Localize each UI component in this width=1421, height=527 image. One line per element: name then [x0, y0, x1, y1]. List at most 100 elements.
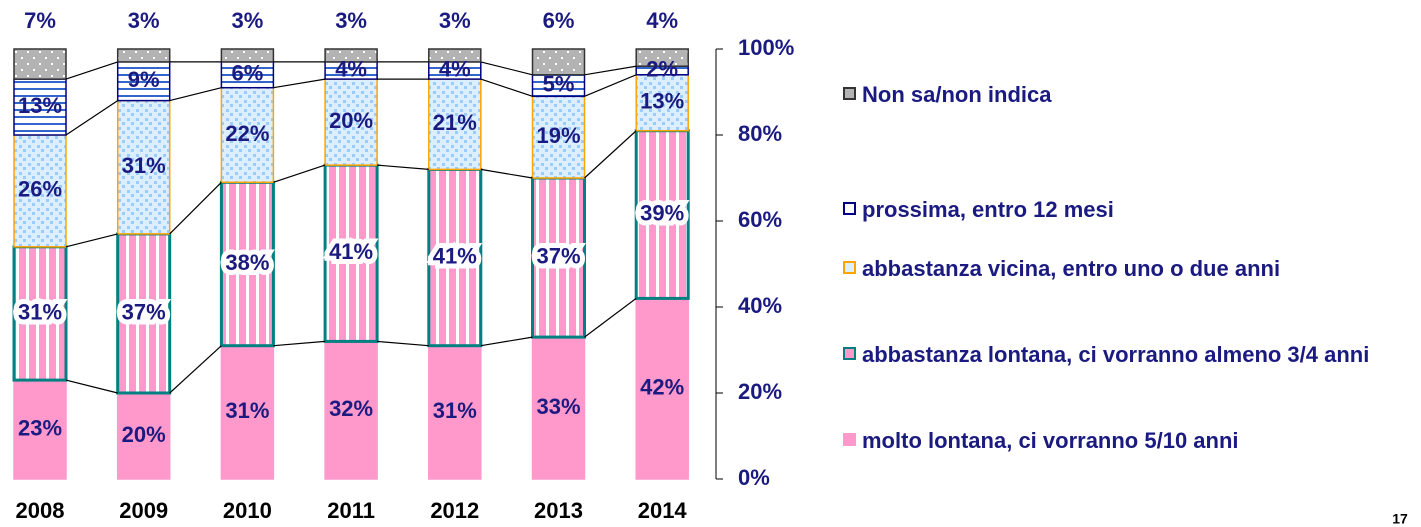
- data-label: 26%: [18, 177, 62, 202]
- y-tick-label: 60%: [738, 207, 782, 232]
- data-label: 31%: [18, 299, 62, 324]
- connector-line: [273, 340, 326, 347]
- bar-segment: [427, 167, 483, 348]
- bar-segment: [13, 78, 67, 136]
- connector-line: [584, 297, 637, 338]
- bar-segment: [635, 297, 689, 480]
- x-tick-label: 2014: [638, 498, 688, 523]
- data-label: 4%: [646, 8, 678, 33]
- bar-segment: [220, 61, 275, 89]
- bar-segment: [428, 78, 482, 171]
- legend-swatch: [843, 202, 856, 215]
- x-tick-label: 2010: [223, 498, 272, 523]
- connector-line: [584, 65, 637, 76]
- data-label: 42%: [640, 375, 684, 400]
- bar-segment: [635, 48, 689, 67]
- x-tick-label: 2011: [327, 498, 375, 523]
- data-label: 4%: [439, 56, 471, 81]
- y-tick-label: 80%: [738, 121, 782, 146]
- data-label: 41%: [329, 239, 373, 264]
- data-label: 20%: [329, 108, 373, 133]
- connector-line: [65, 233, 118, 248]
- data-label: 7%: [24, 8, 56, 33]
- legend-label: abbastanza lontana, ci vorranno almeno 3…: [862, 342, 1370, 367]
- legend-item: Non sa/non indica: [843, 82, 1413, 108]
- bar-segment: [220, 86, 275, 184]
- legend-label: Non sa/non indica: [862, 82, 1052, 107]
- connector-line: [480, 78, 533, 97]
- data-label: 39%: [640, 200, 684, 225]
- data-label: 6%: [232, 61, 264, 86]
- connector-line: [377, 164, 429, 170]
- legend-label: molto lontana, ci vorranno 5/10 anni: [862, 428, 1239, 453]
- data-label: 9%: [128, 67, 160, 92]
- data-label: 21%: [433, 110, 477, 135]
- connector-line: [65, 379, 118, 394]
- connector-line: [169, 345, 222, 394]
- connector-line: [480, 168, 533, 179]
- legend-swatch: [843, 87, 856, 100]
- data-label: 5%: [543, 71, 575, 96]
- connector-line: [584, 74, 637, 97]
- data-label: 13%: [18, 93, 62, 118]
- bar-segment: [220, 48, 275, 63]
- bar-segment: [635, 74, 689, 132]
- y-tick-label: 0%: [738, 465, 770, 490]
- data-label: 38%: [225, 250, 269, 275]
- data-label: 31%: [122, 153, 166, 178]
- legend-label: abbastanza vicina, entro uno o due anni: [862, 256, 1281, 281]
- bar-segment: [13, 134, 67, 248]
- bar-segment: [531, 336, 586, 480]
- data-label: 3%: [335, 8, 367, 33]
- connector-line: [480, 336, 533, 347]
- data-label: 2%: [646, 56, 678, 81]
- data-label: 33%: [536, 394, 580, 419]
- legend-item: abbastanza lontana, ci vorranno almeno 3…: [843, 342, 1413, 368]
- data-label: 31%: [433, 398, 477, 423]
- data-label: 32%: [329, 396, 373, 421]
- data-label: 3%: [439, 8, 471, 33]
- legend-item: prossima, entro 12 mesi: [843, 197, 1413, 223]
- connector-line: [584, 130, 637, 179]
- data-label: 22%: [225, 121, 269, 146]
- data-label: 37%: [122, 299, 166, 324]
- data-label: 6%: [543, 8, 575, 33]
- bar-segment: [219, 180, 275, 348]
- bar-segment: [116, 232, 172, 395]
- connector-line: [65, 61, 118, 80]
- bar-segment: [428, 48, 482, 63]
- page-number: 17: [1392, 511, 1408, 527]
- legend-label: prossima, entro 12 mesi: [862, 197, 1114, 222]
- legend-swatch: [843, 261, 856, 274]
- connector-line: [377, 340, 429, 347]
- connector-line: [65, 100, 119, 136]
- legend-swatch: [843, 433, 856, 446]
- data-label: 3%: [232, 8, 264, 33]
- y-tick-label: 100%: [738, 35, 794, 60]
- y-tick-label: 20%: [738, 379, 782, 404]
- data-label: 4%: [335, 56, 367, 81]
- bar-segment: [531, 48, 586, 76]
- bar-segment: [220, 344, 275, 480]
- connector-line: [273, 164, 326, 183]
- x-tick-label: 2013: [534, 498, 583, 523]
- legend-item: molto lontana, ci vorranno 5/10 anni: [843, 428, 1413, 454]
- connector-line: [169, 181, 222, 235]
- data-label: 37%: [536, 243, 580, 268]
- legend-item: abbastanza vicina, entro uno o due anni: [843, 256, 1413, 282]
- connector-line: [480, 61, 533, 76]
- bar-segment: [428, 344, 482, 480]
- data-label: 19%: [536, 123, 580, 148]
- data-label: 3%: [128, 8, 160, 33]
- bar-segment: [324, 48, 378, 63]
- connector-line: [273, 78, 326, 89]
- bar-segment: [116, 99, 171, 235]
- data-label: 20%: [122, 422, 166, 447]
- y-tick-label: 40%: [738, 293, 782, 318]
- legend-swatch: [843, 347, 856, 360]
- data-label: 13%: [640, 89, 684, 114]
- connector-line: [169, 87, 222, 102]
- bar-segment: [116, 48, 171, 63]
